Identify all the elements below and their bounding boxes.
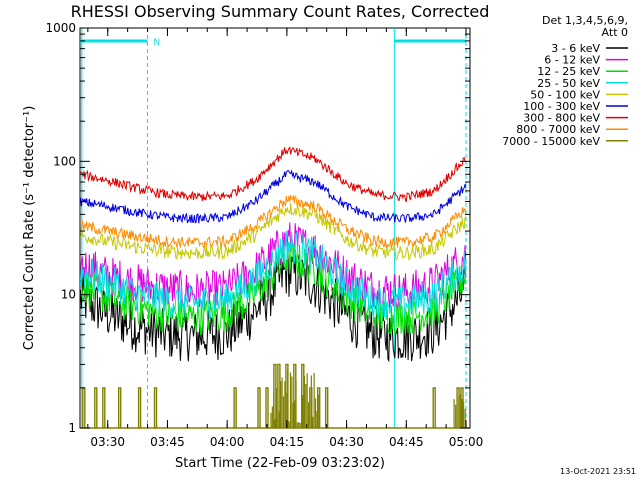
x-tick-label: 04:15 bbox=[270, 435, 305, 449]
y-axis-label: Corrected Count Rate (s⁻¹ detector⁻¹) bbox=[22, 106, 37, 351]
y-tick-label: 10 bbox=[61, 288, 76, 302]
legend-header: Det 1,3,4,5,6,9, bbox=[542, 14, 628, 27]
legend-label: 12 - 25 keV bbox=[537, 65, 600, 78]
series-line bbox=[80, 230, 467, 320]
series-line bbox=[80, 202, 467, 261]
series-7000-to-15000kev bbox=[80, 363, 470, 429]
series-line bbox=[80, 169, 467, 224]
legend-label: 3 - 6 keV bbox=[551, 42, 600, 55]
series-line bbox=[80, 146, 467, 203]
series-line bbox=[80, 242, 467, 335]
plot-frame bbox=[79, 27, 471, 429]
series-25-to-50kev bbox=[80, 230, 467, 320]
plot-area: N bbox=[79, 27, 471, 429]
x-tick-label: 04:30 bbox=[329, 435, 364, 449]
legend-label: 7000 - 15000 keV bbox=[502, 135, 600, 148]
series-100-to-300kev bbox=[80, 169, 467, 224]
legend-label: 300 - 800 keV bbox=[523, 112, 600, 125]
legend-header: Att 0 bbox=[602, 26, 628, 39]
legend-label: 800 - 7000 keV bbox=[516, 123, 600, 136]
series-300-to-800kev bbox=[80, 146, 467, 203]
x-tick-label: 04:00 bbox=[210, 435, 245, 449]
y-tick-label: 1 bbox=[68, 421, 76, 435]
x-axis: 03:30 03:45 04:00 04:15 04:30 04:45 05:00 bbox=[87, 28, 484, 449]
y-tick-label: 100 bbox=[53, 154, 76, 168]
series-800-to-7000kev bbox=[80, 194, 467, 249]
y-axis: 1 10 100 1000 bbox=[45, 21, 470, 435]
x-tick-label: 03:30 bbox=[90, 435, 125, 449]
x-tick-label: 04:45 bbox=[389, 435, 424, 449]
legend-label: 50 - 100 keV bbox=[530, 88, 600, 101]
legend-label: 6 - 12 keV bbox=[544, 54, 600, 67]
legend-label: 100 - 300 keV bbox=[523, 100, 600, 113]
legend-label: 25 - 50 keV bbox=[537, 77, 600, 90]
footer-timestamp: 13-Oct-2021 23:51 bbox=[560, 467, 636, 476]
y-tick-label: 1000 bbox=[45, 21, 76, 35]
chart-title: RHESSI Observing Summary Count Rates, Co… bbox=[71, 2, 490, 21]
series-line bbox=[80, 363, 470, 429]
x-tick-label: 03:45 bbox=[150, 435, 185, 449]
series-line bbox=[80, 249, 467, 363]
series-3-to-6kev bbox=[80, 249, 467, 363]
series-12-to-25kev bbox=[80, 242, 467, 335]
x-axis-label: Start Time (22-Feb-09 03:23:02) bbox=[175, 456, 385, 471]
series-50-to-100kev bbox=[80, 202, 467, 261]
annotation-bar-label: N bbox=[154, 38, 161, 48]
series-line bbox=[80, 194, 467, 249]
x-tick-label: 05:00 bbox=[449, 435, 484, 449]
